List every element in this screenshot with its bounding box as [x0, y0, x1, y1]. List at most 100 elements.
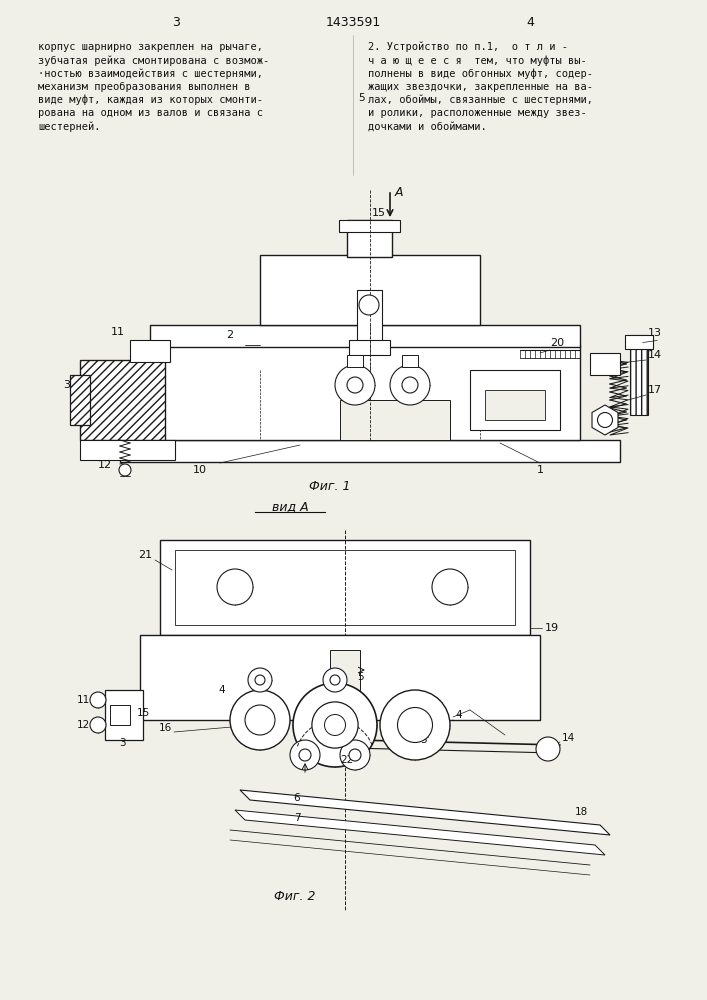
Text: 15: 15: [136, 708, 150, 718]
Circle shape: [380, 690, 450, 760]
Text: 10: 10: [193, 465, 207, 475]
Text: ·ностью взаимодействия с шестернями,: ·ностью взаимодействия с шестернями,: [38, 68, 263, 79]
Bar: [260, 255, 480, 325]
Text: 1433591: 1433591: [325, 16, 380, 29]
Bar: [339, 220, 400, 232]
Bar: [160, 540, 530, 635]
Text: A: A: [395, 186, 404, 200]
Text: 14: 14: [562, 733, 575, 743]
Bar: [110, 705, 130, 725]
Text: и ролики, расположенные между звез-: и ролики, расположенные между звез-: [368, 108, 587, 118]
Polygon shape: [592, 405, 618, 435]
Text: 1: 1: [537, 465, 544, 475]
Text: дочками и обоймами.: дочками и обоймами.: [368, 121, 486, 131]
Bar: [357, 290, 382, 350]
Bar: [470, 370, 560, 430]
Text: механизм преобразования выполнен в: механизм преобразования выполнен в: [38, 82, 250, 92]
Text: 13: 13: [648, 328, 662, 338]
Text: рована на одном из валов и связана с: рована на одном из валов и связана с: [38, 108, 263, 118]
Circle shape: [402, 377, 418, 393]
Text: 5: 5: [357, 672, 363, 682]
Text: 4: 4: [455, 710, 462, 720]
Circle shape: [293, 683, 377, 767]
Bar: [590, 353, 620, 375]
Circle shape: [119, 464, 131, 476]
Polygon shape: [235, 810, 605, 855]
Text: вид А: вид А: [271, 500, 308, 513]
Text: 17: 17: [648, 385, 662, 395]
Bar: [80, 440, 175, 460]
Bar: [150, 325, 580, 347]
Circle shape: [312, 702, 358, 748]
Text: шестерней.: шестерней.: [38, 121, 100, 132]
Circle shape: [335, 365, 375, 405]
Text: ч а ю щ е е с я  тем, что муфты вы-: ч а ю щ е е с я тем, что муфты вы-: [368, 55, 587, 66]
Bar: [150, 345, 580, 440]
Text: жащих звездочки, закрепленные на ва-: жащих звездочки, закрепленные на ва-: [368, 82, 593, 92]
Circle shape: [90, 717, 106, 733]
Circle shape: [323, 668, 347, 692]
Bar: [349, 340, 390, 355]
Text: 3: 3: [63, 380, 70, 390]
Text: 7: 7: [293, 813, 300, 823]
Polygon shape: [240, 790, 610, 835]
Text: 5: 5: [358, 93, 365, 103]
Text: 12: 12: [77, 720, 90, 730]
Circle shape: [299, 749, 311, 761]
Circle shape: [340, 740, 370, 770]
Text: 21: 21: [138, 550, 152, 560]
Circle shape: [390, 365, 430, 405]
Bar: [80, 360, 165, 440]
Text: Фиг. 2: Фиг. 2: [274, 890, 316, 903]
Bar: [175, 550, 515, 625]
Text: 22: 22: [340, 755, 354, 765]
Bar: [340, 400, 450, 440]
Text: 6: 6: [293, 793, 300, 803]
Text: полнены в виде обгонных муфт, содер-: полнены в виде обгонных муфт, содер-: [368, 68, 593, 79]
Text: Фиг. 1: Фиг. 1: [309, 480, 351, 493]
Circle shape: [255, 675, 265, 685]
Text: 19: 19: [545, 623, 559, 633]
Text: 16: 16: [159, 723, 172, 733]
Bar: [485, 390, 545, 420]
Circle shape: [397, 708, 433, 742]
Circle shape: [536, 737, 560, 761]
Bar: [120, 440, 620, 462]
Text: 2: 2: [226, 330, 233, 340]
Text: корпус шарнирно закреплен на рычаге,: корпус шарнирно закреплен на рычаге,: [38, 42, 263, 52]
Circle shape: [359, 295, 379, 315]
Circle shape: [347, 377, 363, 393]
Bar: [130, 340, 170, 362]
Circle shape: [325, 714, 346, 736]
Bar: [70, 375, 90, 425]
Text: 11: 11: [77, 695, 90, 705]
Circle shape: [597, 412, 612, 428]
Bar: [105, 690, 143, 740]
Bar: [347, 355, 363, 367]
Circle shape: [290, 740, 320, 770]
Circle shape: [248, 668, 272, 692]
Bar: [625, 335, 653, 349]
Text: виде муфт, каждая из которых смонти-: виде муфт, каждая из которых смонти-: [38, 95, 263, 105]
Text: зубчатая рейка смонтирована с возмож-: зубчатая рейка смонтирована с возмож-: [38, 55, 269, 66]
Text: 3: 3: [172, 16, 180, 29]
Circle shape: [330, 675, 340, 685]
Bar: [347, 220, 392, 257]
Bar: [402, 355, 418, 367]
Circle shape: [432, 569, 468, 605]
Text: 4: 4: [526, 16, 534, 29]
Circle shape: [245, 705, 275, 735]
Circle shape: [230, 690, 290, 750]
Text: 5': 5': [420, 735, 429, 745]
Text: 14: 14: [648, 350, 662, 360]
Text: 12: 12: [98, 460, 112, 470]
Circle shape: [217, 569, 253, 605]
Text: 20: 20: [550, 338, 564, 348]
Bar: [330, 650, 360, 690]
Text: 2. Устройство по п.1,  о т л и -: 2. Устройство по п.1, о т л и -: [368, 42, 568, 52]
Text: 3: 3: [119, 738, 125, 748]
Circle shape: [349, 749, 361, 761]
Text: 4: 4: [218, 685, 225, 695]
Text: 11: 11: [111, 327, 125, 337]
Circle shape: [90, 692, 106, 708]
